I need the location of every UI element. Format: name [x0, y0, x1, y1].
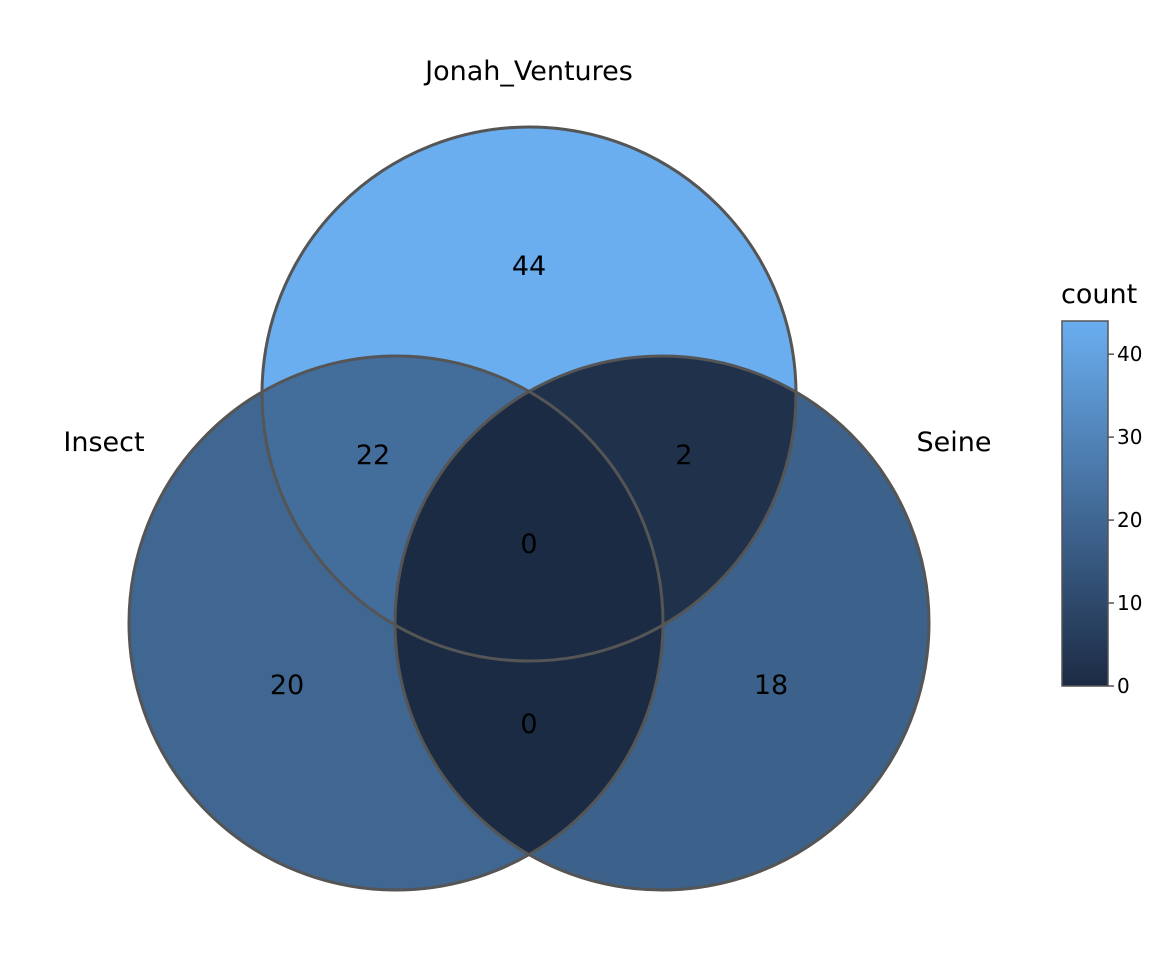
set-label-insect: Insect — [63, 427, 144, 458]
color-legend: count 0 10 20 30 40 — [1061, 279, 1142, 698]
legend-tick-label: 0 — [1117, 674, 1130, 698]
count-label-seine-only: 18 — [754, 670, 788, 701]
venn-circle-outlines — [127, 125, 931, 892]
legend-tick-label: 40 — [1117, 342, 1142, 366]
circle-outline-seine — [393, 354, 931, 892]
count-label-insect-only: 20 — [270, 670, 304, 701]
count-label-jonah-seine: 2 — [675, 440, 692, 471]
count-label-jonah-only: 44 — [512, 251, 546, 282]
count-label-insect-seine: 0 — [520, 709, 537, 740]
legend-tick-label: 10 — [1117, 591, 1142, 615]
legend-title: count — [1061, 279, 1137, 310]
count-label-all-three: 0 — [520, 529, 537, 560]
count-label-insect-jonah: 22 — [356, 440, 390, 471]
legend-tick-label: 20 — [1117, 508, 1142, 532]
legend-colorbar — [1061, 320, 1109, 687]
set-label-seine: Seine — [917, 427, 992, 458]
circle-outline-insect — [127, 354, 665, 892]
legend-ticks: 0 10 20 30 40 — [1108, 342, 1142, 698]
legend-tick-label: 30 — [1117, 425, 1142, 449]
set-label-jonah-ventures: Jonah_Ventures — [423, 56, 633, 87]
circle-outline-jonah-ventures — [260, 125, 798, 663]
